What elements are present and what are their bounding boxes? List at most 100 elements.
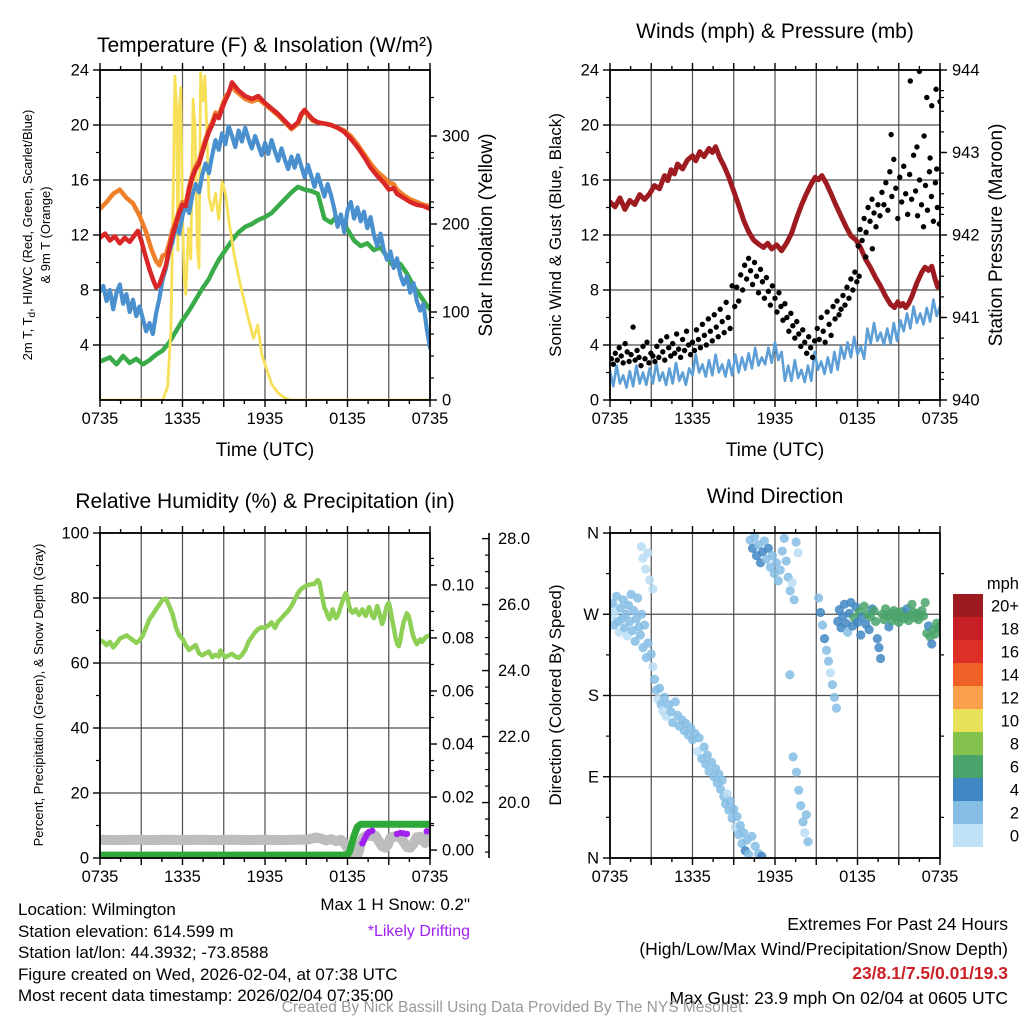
recent-data-timestamp: Most recent data timestamp: 2026/02/04 0… (18, 986, 394, 1005)
svg-text:S: S (588, 687, 599, 705)
svg-text:0735: 0735 (922, 410, 959, 428)
svg-text:300: 300 (442, 128, 470, 146)
svg-text:20: 20 (71, 117, 89, 135)
svg-text:8: 8 (1010, 736, 1019, 754)
svg-text:0: 0 (590, 392, 599, 410)
svg-text:942: 942 (952, 227, 980, 245)
humidity-chart-title: Relative Humidity (%) & Precipitation (i… (75, 490, 454, 513)
svg-text:24: 24 (71, 62, 89, 80)
svg-text:941: 941 (952, 309, 980, 327)
svg-text:18: 18 (1001, 621, 1019, 639)
svg-text:10: 10 (1001, 713, 1019, 731)
temp-yaxis-left-label-line1: 2m T, Td, HI/WC (Red, Green, Scarlet/Blu… (20, 110, 38, 361)
svg-text:24: 24 (581, 62, 599, 80)
max-gust-note: Max Gust: 23.9 mph On 02/04 at 0605 UTC (669, 987, 1008, 1008)
svg-text:1935: 1935 (757, 868, 794, 886)
humidity-yaxis-left-label: Percent, Precipitation (Green), & Snow D… (31, 544, 46, 847)
svg-text:1335: 1335 (164, 410, 201, 428)
temp-yaxis-left-label-line2: & 9m T (Orange) (38, 186, 53, 283)
direction-yaxis-left-label: Direction (Colored By Speed) (546, 584, 565, 805)
winds-pressure-plot (610, 70, 940, 389)
likely-drifting-note: *Likely Drifting (367, 923, 470, 940)
insolation-yaxis-right-label: Solar Insolation (Yellow) (476, 133, 497, 336)
svg-text:28.0: 28.0 (498, 530, 530, 548)
svg-text:4: 4 (590, 337, 599, 355)
max-hourly-snow: Max 1 H Snow: 0.2" (320, 895, 470, 914)
svg-text:0.10: 0.10 (442, 576, 474, 594)
svg-text:80: 80 (71, 590, 89, 608)
temp-chart-title: Temperature (F) & Insolation (W/m²) (97, 34, 433, 57)
svg-text:12: 12 (1001, 690, 1019, 708)
svg-text:6: 6 (1010, 759, 1019, 777)
svg-text:100: 100 (61, 525, 89, 543)
svg-text:24.0: 24.0 (498, 662, 530, 680)
svg-text:0135: 0135 (839, 868, 876, 886)
svg-text:W: W (583, 606, 599, 624)
svg-text:0: 0 (80, 850, 89, 868)
pressure-yaxis-right-label: Station Pressure (Maroon) (986, 124, 1007, 347)
svg-text:N: N (587, 525, 599, 543)
svg-text:8: 8 (80, 282, 89, 300)
svg-text:26.0: 26.0 (498, 596, 530, 614)
svg-text:0.02: 0.02 (442, 789, 474, 807)
svg-text:1335: 1335 (674, 410, 711, 428)
svg-text:0735: 0735 (82, 868, 119, 886)
extremes-subtitle: (High/Low/Max Wind/Precipitation/Snow De… (639, 938, 1008, 959)
svg-text:4: 4 (1010, 782, 1019, 800)
svg-text:20+: 20+ (991, 598, 1019, 616)
wind-xaxis-label: Time (UTC) (726, 440, 825, 461)
svg-text:943: 943 (952, 144, 980, 162)
svg-text:1935: 1935 (247, 410, 284, 428)
svg-text:22.0: 22.0 (498, 728, 530, 746)
svg-text:4: 4 (80, 337, 89, 355)
colorbar-units-label: mph (987, 575, 1019, 593)
svg-text:E: E (588, 768, 599, 786)
svg-text:1935: 1935 (757, 410, 794, 428)
svg-text:16: 16 (581, 172, 599, 190)
wind-speed-colorbar: 20+ 18 16 14 12 10 8 6 4 2 0 (953, 594, 1019, 847)
svg-text:14: 14 (1001, 667, 1019, 685)
svg-text:0735: 0735 (592, 410, 629, 428)
svg-text:16: 16 (1001, 644, 1019, 662)
svg-text:12: 12 (71, 227, 89, 245)
temperature-insolation-plot (100, 71, 430, 400)
svg-text:0735: 0735 (82, 410, 119, 428)
extremes-title: Extremes For Past 24 Hours (787, 914, 1008, 934)
svg-text:60: 60 (71, 655, 89, 673)
svg-text:0.00: 0.00 (442, 842, 474, 860)
svg-text:20.0: 20.0 (498, 794, 530, 812)
snow-note-block: Max 1 H Snow: 0.2" *Likely Drifting (320, 891, 470, 945)
svg-text:0735: 0735 (412, 868, 449, 886)
svg-text:0135: 0135 (839, 410, 876, 428)
svg-text:N: N (587, 850, 599, 868)
wind-yaxis-left-label: Sonic Wind & Gust (Blue, Black) (546, 113, 565, 357)
svg-text:20: 20 (71, 785, 89, 803)
svg-text:2: 2 (1010, 805, 1019, 823)
svg-text:944: 944 (952, 62, 980, 80)
svg-text:200: 200 (442, 216, 470, 234)
station-info-block: Location: Wilmington Station elevation: … (18, 899, 398, 1007)
svg-text:1935: 1935 (247, 868, 284, 886)
svg-text:0735: 0735 (922, 868, 959, 886)
credit-line: Created By Nick Bassill Using Data Provi… (281, 999, 743, 1016)
station-elevation: Station elevation: 614.599 m (18, 921, 234, 941)
svg-text:1335: 1335 (674, 868, 711, 886)
svg-text:0135: 0135 (329, 410, 366, 428)
svg-text:12: 12 (581, 227, 599, 245)
svg-text:0735: 0735 (412, 410, 449, 428)
svg-text:0.08: 0.08 (442, 629, 474, 647)
svg-text:16: 16 (71, 172, 89, 190)
extremes-block: Extremes For Past 24 Hours (High/Low/Max… (639, 912, 1008, 1010)
figure-created-timestamp: Figure created on Wed, 2026-02-04, at 07… (18, 964, 398, 984)
temp-xaxis-label: Time (UTC) (216, 440, 315, 461)
wind-chart-title: Winds (mph) & Pressure (mb) (636, 20, 914, 43)
station-location: Location: Wilmington (18, 900, 176, 919)
wind-direction-chart-title: Wind Direction (707, 485, 844, 508)
svg-text:940: 940 (952, 392, 980, 410)
svg-text:1335: 1335 (164, 868, 201, 886)
svg-text:100: 100 (442, 304, 470, 322)
svg-text:0: 0 (1010, 828, 1019, 846)
svg-text:8: 8 (590, 282, 599, 300)
